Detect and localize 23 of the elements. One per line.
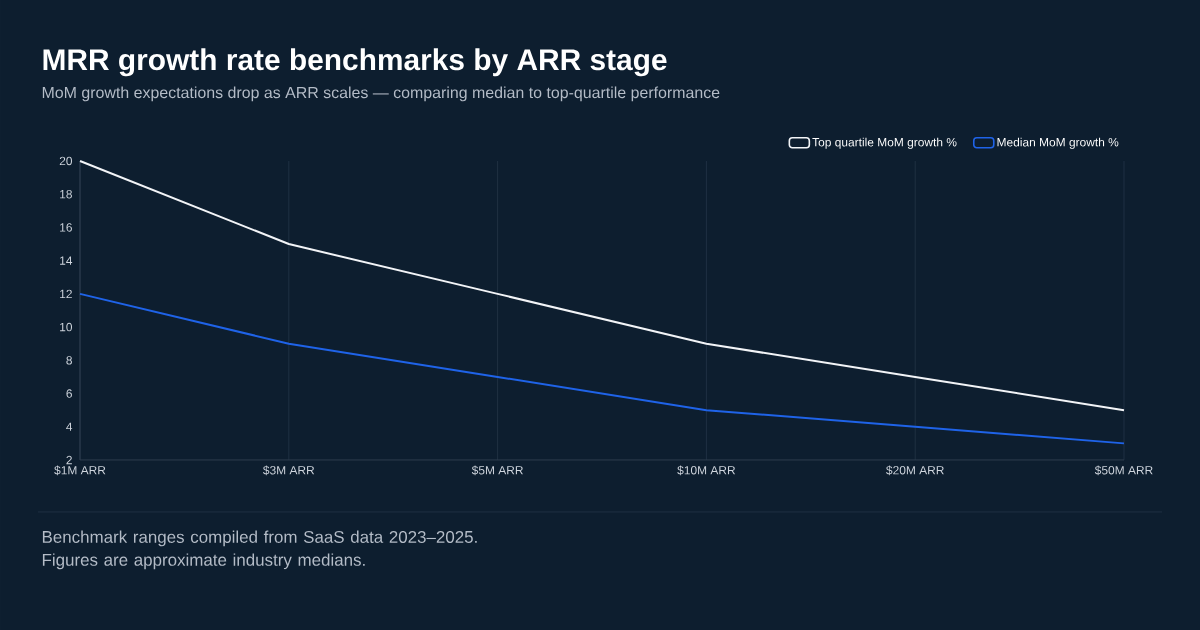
y-tick-label: 14 xyxy=(60,256,73,265)
y-tick-label: 6 xyxy=(66,389,72,398)
x-tick-label: $1M ARR xyxy=(54,465,106,476)
y-tick-label: 16 xyxy=(60,223,72,232)
line-series xyxy=(79,292,1125,445)
x-tick-label: $20M ARR xyxy=(886,465,944,476)
x-tick-label: $3M ARR xyxy=(263,465,315,476)
y-tick-label: 4 xyxy=(66,422,73,431)
y-tick-label: 8 xyxy=(66,356,72,365)
line-series xyxy=(79,159,1125,412)
y-tick-label: 10 xyxy=(60,322,73,332)
x-tick-label: $50M ARR xyxy=(1094,465,1153,476)
y-tick-label: 2 xyxy=(66,455,72,465)
legend-label: Median MoM growth % xyxy=(997,137,1119,149)
chart-subtitle: MoM growth expectations drop as ARR scales — comparing median to top-quartile performance xyxy=(42,86,720,102)
text: Benchmark ranges compiled from SaaS data 2023–2025. Figures are approximate industry medians. xyxy=(42,530,477,570)
y-tick-label: 18 xyxy=(60,189,72,199)
y-tick-label: 20 xyxy=(59,156,73,166)
y-tick-label: 12 xyxy=(60,289,72,299)
x-tick-label: $5M ARR xyxy=(471,465,523,476)
chart-title: MRR growth rate benchmarks by ARR stage xyxy=(43,48,667,77)
legend-label: Top quartile MoM growth % xyxy=(812,137,957,149)
x-tick-label: $10M ARR xyxy=(677,465,736,476)
